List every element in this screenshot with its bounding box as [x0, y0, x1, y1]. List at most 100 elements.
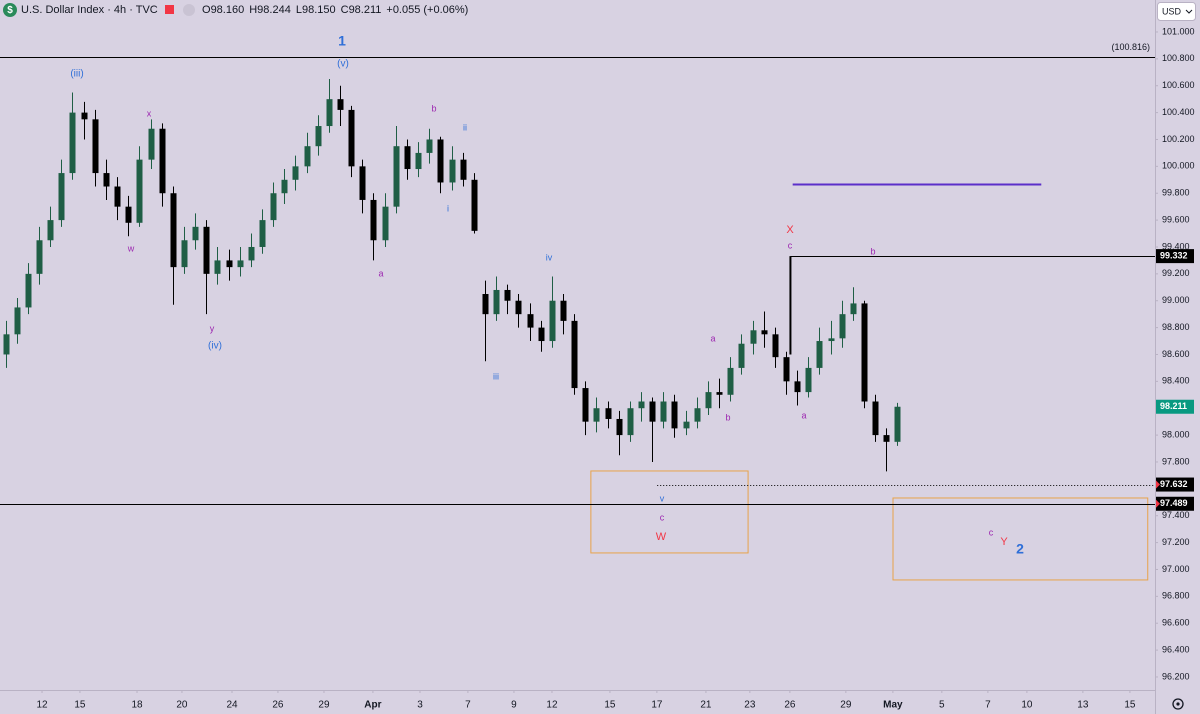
candle-body — [627, 408, 634, 436]
currency-selector[interactable]: USD — [1157, 2, 1196, 21]
candle-body — [103, 173, 110, 187]
candle-body — [36, 240, 43, 274]
wave-label: a — [710, 333, 715, 343]
wave-label: X — [786, 224, 794, 236]
candle-body — [738, 343, 745, 368]
quote-key: O — [202, 4, 211, 16]
y-tick-label: 100.800 — [1162, 53, 1195, 63]
candle-body — [426, 139, 433, 153]
quote-key: H — [249, 4, 257, 16]
candle-body — [593, 408, 600, 422]
wave-label: W — [656, 531, 667, 543]
flag-icon[interactable] — [165, 5, 174, 14]
candle-body — [69, 112, 76, 174]
candle-body — [560, 300, 567, 321]
x-tick-label: 12 — [36, 700, 48, 711]
x-tick-label: 20 — [176, 700, 188, 711]
candle-body — [348, 109, 355, 167]
alert-marker — [1156, 480, 1160, 489]
candle-body — [794, 381, 801, 393]
candle-body — [393, 146, 400, 207]
candle-body — [872, 401, 879, 436]
y-tick-label: 97.400 — [1162, 510, 1190, 520]
candle-body — [460, 159, 467, 180]
quote-value: 98.244 — [257, 4, 291, 16]
y-tick-label: 101.000 — [1162, 26, 1195, 36]
quote-key: L — [296, 4, 302, 16]
candle-body — [805, 367, 812, 393]
y-tick-label: 96.200 — [1162, 671, 1190, 681]
y-tick-label: 98.800 — [1162, 322, 1190, 332]
candle-body — [125, 206, 132, 223]
x-tick-label: 7 — [985, 700, 991, 711]
price-label-box — [1156, 496, 1194, 511]
candle-body — [203, 226, 210, 274]
wave-label: b — [870, 246, 875, 256]
candle-body — [839, 314, 846, 339]
candle-body — [538, 327, 545, 342]
target-box — [892, 497, 1149, 581]
candle-body — [304, 146, 311, 167]
candle-body — [638, 401, 645, 409]
candle-body — [114, 186, 121, 207]
alert-marker — [1156, 499, 1160, 508]
y-tick-label: 100.600 — [1162, 80, 1195, 90]
candle-body — [683, 421, 690, 429]
candle-body — [315, 126, 322, 147]
candle-body — [404, 146, 411, 170]
x-tick-label: 7 — [465, 700, 471, 711]
candle-body — [92, 119, 99, 174]
candle-body — [326, 99, 333, 127]
candle-body — [493, 289, 500, 315]
settings-button[interactable] — [1172, 698, 1184, 710]
x-tick-label: 15 — [1124, 700, 1136, 711]
candle-body — [415, 152, 422, 170]
wave-label: (v) — [337, 59, 349, 70]
candle-body — [382, 206, 389, 241]
candle-body — [727, 367, 734, 395]
candle-body — [292, 166, 299, 180]
x-tick-label: 17 — [651, 700, 663, 711]
currency-button[interactable] — [1157, 2, 1196, 21]
x-tick-label: 5 — [939, 700, 945, 711]
x-tick-label: 13 — [1077, 700, 1089, 711]
y-tick-label: 99.400 — [1162, 241, 1190, 251]
price-label: 99.332 — [1160, 250, 1188, 260]
quote: O 98.160 H 98.244 L 98.150 C 98.211 +0.055 (+0.0… — [202, 4, 468, 16]
quote-change: +0.055 (+0.06%) — [386, 4, 468, 16]
candle-body — [270, 193, 277, 221]
y-tick-label: 98.600 — [1162, 349, 1190, 359]
settings-icon[interactable] — [1172, 698, 1184, 710]
y-tick-label: 97.000 — [1162, 564, 1190, 574]
candle-body — [259, 220, 266, 247]
candle-body — [761, 330, 768, 335]
quote-value: 98.160 — [211, 4, 245, 16]
quote-key: C — [341, 4, 349, 16]
wave-label: c — [989, 527, 994, 537]
y-tick-label: 99.800 — [1162, 188, 1190, 198]
candle-body — [582, 388, 589, 422]
candle-body — [136, 159, 143, 223]
target-box — [590, 470, 749, 554]
status-icon — [183, 4, 195, 16]
candle-body — [47, 220, 54, 241]
candle-body — [883, 435, 890, 442]
wave-label: iv — [546, 252, 553, 262]
x-tick-label: Apr — [364, 700, 381, 711]
candle-body — [671, 401, 678, 429]
candle-body — [226, 260, 233, 268]
candle-body — [449, 159, 456, 183]
candle-body — [370, 199, 377, 241]
wave-label: 2 — [1016, 541, 1024, 557]
dropdown-arrow — [1185, 9, 1193, 14]
wave-label: w — [127, 243, 135, 253]
wave-label: ii — [463, 122, 467, 132]
settings-icon-center — [1176, 702, 1180, 706]
candle-body — [894, 406, 901, 442]
candle-body — [337, 99, 344, 110]
x-tick-label: 29 — [318, 700, 330, 711]
level-note: (100.816) — [1111, 42, 1150, 52]
